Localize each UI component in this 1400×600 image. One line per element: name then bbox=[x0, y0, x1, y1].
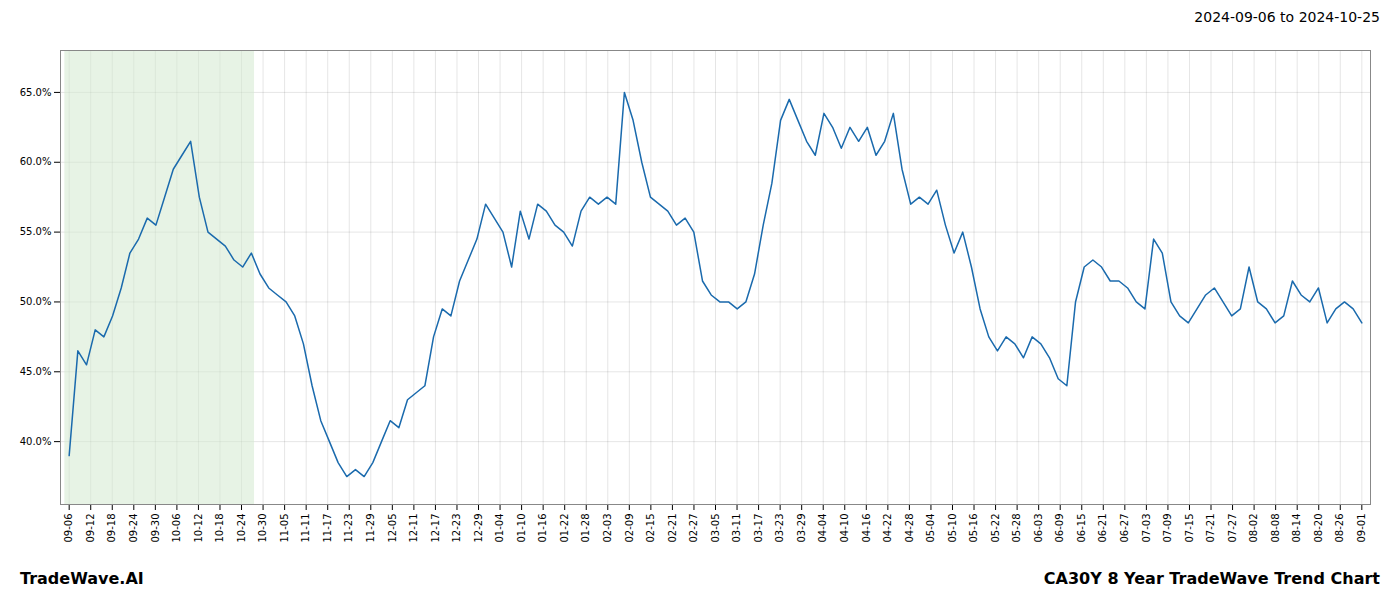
html-text:2024-09-06 to 2024-10-25: 2024-09-06 to 2024-10-25 bbox=[1194, 9, 1380, 25]
svg-text:02-27: 02-27 bbox=[688, 514, 699, 543]
svg-text:01-10: 01-10 bbox=[516, 514, 527, 543]
svg-text:40.0%: 40.0% bbox=[20, 436, 52, 447]
svg-text:10-24: 10-24 bbox=[236, 514, 247, 543]
svg-text:05-10: 05-10 bbox=[947, 514, 958, 543]
html-text:CA30Y 8 Year TradeWave Trend C: CA30Y 8 Year TradeWave Trend Chart bbox=[1043, 568, 1380, 588]
svg-text:08-14: 08-14 bbox=[1291, 514, 1302, 543]
svg-text:05-16: 05-16 bbox=[968, 514, 979, 543]
svg-text:65.0%: 65.0% bbox=[20, 87, 52, 98]
svg-text:11-23: 11-23 bbox=[343, 514, 354, 543]
svg-text:05-22: 05-22 bbox=[990, 514, 1001, 543]
html-text:TradeWave.AI: TradeWave.AI bbox=[20, 568, 144, 588]
svg-text:10-18: 10-18 bbox=[214, 514, 225, 543]
svg-text:04-28: 04-28 bbox=[904, 514, 915, 543]
svg-text:01-28: 01-28 bbox=[580, 514, 591, 543]
svg-text:10-30: 10-30 bbox=[257, 514, 268, 543]
svg-text:08-08: 08-08 bbox=[1270, 514, 1281, 543]
svg-text:12-29: 12-29 bbox=[473, 514, 484, 543]
svg-text:07-27: 07-27 bbox=[1227, 514, 1238, 543]
svg-text:04-22: 04-22 bbox=[882, 514, 893, 543]
svg-text:01-16: 01-16 bbox=[537, 514, 548, 543]
svg-text:08-02: 08-02 bbox=[1248, 514, 1259, 543]
svg-text:09-01: 09-01 bbox=[1356, 514, 1367, 543]
svg-text:09-24: 09-24 bbox=[128, 514, 139, 543]
svg-text:05-28: 05-28 bbox=[1011, 514, 1022, 543]
svg-text:03-17: 03-17 bbox=[753, 514, 764, 543]
svg-text:50.0%: 50.0% bbox=[20, 296, 52, 307]
svg-text:08-20: 08-20 bbox=[1313, 514, 1324, 543]
svg-text:60.0%: 60.0% bbox=[20, 156, 52, 167]
svg-text:12-17: 12-17 bbox=[430, 514, 441, 543]
svg-text:04-10: 04-10 bbox=[839, 514, 850, 543]
svg-text:03-05: 03-05 bbox=[710, 514, 721, 543]
svg-text:04-04: 04-04 bbox=[817, 514, 828, 543]
svg-text:04-16: 04-16 bbox=[861, 514, 872, 543]
svg-text:11-17: 11-17 bbox=[322, 514, 333, 543]
svg-text:09-30: 09-30 bbox=[150, 514, 161, 543]
svg-text:11-05: 11-05 bbox=[279, 514, 290, 543]
svg-text:07-21: 07-21 bbox=[1205, 514, 1216, 543]
svg-text:06-15: 06-15 bbox=[1076, 514, 1087, 543]
svg-text:02-15: 02-15 bbox=[645, 514, 656, 543]
svg-text:02-09: 02-09 bbox=[624, 514, 635, 543]
svg-text:03-11: 03-11 bbox=[731, 514, 742, 543]
svg-text:08-26: 08-26 bbox=[1334, 514, 1345, 543]
svg-text:01-22: 01-22 bbox=[559, 514, 570, 543]
svg-text:03-23: 03-23 bbox=[774, 514, 785, 543]
svg-text:09-06: 09-06 bbox=[63, 514, 74, 543]
svg-text:02-03: 02-03 bbox=[602, 514, 613, 543]
svg-text:06-27: 06-27 bbox=[1119, 514, 1130, 543]
svg-text:10-12: 10-12 bbox=[193, 514, 204, 543]
svg-text:05-04: 05-04 bbox=[925, 514, 936, 543]
svg-text:07-03: 07-03 bbox=[1141, 514, 1152, 543]
svg-text:06-03: 06-03 bbox=[1033, 514, 1044, 543]
svg-text:02-21: 02-21 bbox=[667, 514, 678, 543]
svg-text:11-29: 11-29 bbox=[365, 514, 376, 543]
svg-text:09-18: 09-18 bbox=[106, 514, 117, 543]
svg-text:03-29: 03-29 bbox=[796, 514, 807, 543]
svg-text:01-04: 01-04 bbox=[494, 514, 505, 543]
svg-text:09-12: 09-12 bbox=[85, 514, 96, 543]
svg-text:45.0%: 45.0% bbox=[20, 366, 52, 377]
svg-text:10-06: 10-06 bbox=[171, 514, 182, 543]
svg-text:12-23: 12-23 bbox=[451, 514, 462, 543]
svg-text:12-11: 12-11 bbox=[408, 514, 419, 543]
svg-text:07-15: 07-15 bbox=[1184, 514, 1195, 543]
svg-text:06-21: 06-21 bbox=[1097, 514, 1108, 543]
svg-text:07-09: 07-09 bbox=[1162, 514, 1173, 543]
svg-text:06-09: 06-09 bbox=[1054, 514, 1065, 543]
svg-text:55.0%: 55.0% bbox=[20, 226, 52, 237]
svg-text:12-05: 12-05 bbox=[387, 514, 398, 543]
svg-text:11-11: 11-11 bbox=[300, 514, 311, 543]
